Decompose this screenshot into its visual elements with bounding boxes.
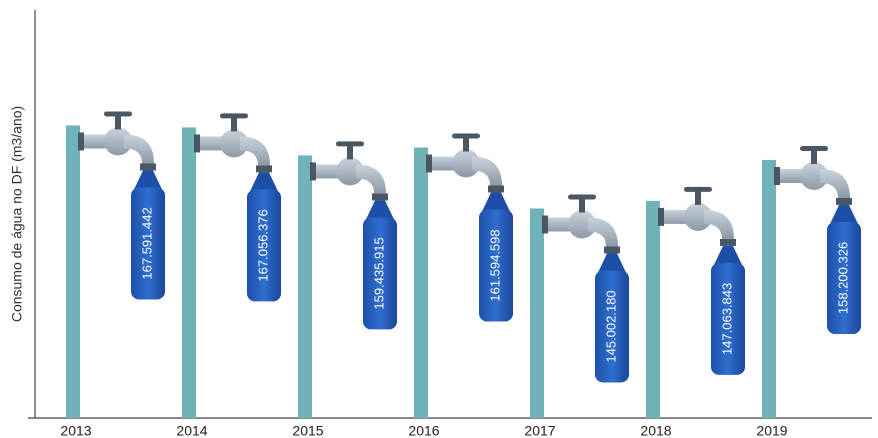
bar (182, 127, 196, 418)
value-label: 167.591.442 (139, 207, 154, 279)
spout-base (658, 207, 664, 226)
value-label: 167.056.376 (255, 209, 270, 281)
bar (66, 125, 80, 419)
nozzle-tip (256, 165, 272, 173)
handle-stem (811, 149, 817, 164)
x-tick-label: 2014 (176, 423, 207, 438)
value-label: 159.435.915 (371, 237, 386, 309)
faucet-group: 159.435.915 (298, 141, 397, 418)
nozzle-tip (604, 246, 620, 254)
nozzle (472, 156, 502, 186)
handle-stem (579, 198, 585, 213)
value-label: 147.063.843 (719, 283, 734, 355)
bar (298, 155, 312, 418)
value-label: 145.002.180 (603, 290, 618, 362)
bottle (363, 217, 397, 330)
bottle (247, 189, 281, 302)
faucet-group: 161.594.598 (414, 133, 513, 419)
spout-base (774, 166, 780, 185)
handle-stem (115, 115, 121, 130)
bottle (827, 221, 861, 334)
water-stream (714, 245, 742, 265)
faucet-group: 147.063.843 (646, 186, 745, 418)
handle-stem (347, 145, 353, 160)
water-stream (134, 170, 162, 190)
nozzle (704, 209, 734, 239)
x-tick-label: 2018 (640, 423, 671, 438)
y-axis-label: Consumo de água no DF (m3/ano) (9, 106, 25, 322)
bar (646, 200, 660, 418)
bottle (479, 209, 513, 322)
faucet-group: 167.056.376 (182, 113, 281, 418)
value-label: 158.200.326 (835, 242, 850, 314)
nozzle-tip (488, 185, 504, 193)
bottle (711, 262, 745, 375)
water-stream (830, 204, 858, 224)
faucet-group: 145.002.180 (530, 194, 629, 418)
spout-base (194, 134, 200, 153)
x-tick-label: 2013 (60, 423, 91, 438)
bottle (595, 270, 629, 383)
spout-base (78, 132, 84, 151)
handle (800, 145, 828, 151)
nozzle (124, 134, 154, 164)
handle (568, 194, 596, 200)
bar (762, 159, 776, 418)
handle (220, 113, 248, 119)
nozzle (356, 164, 386, 194)
x-tick-label: 2019 (756, 423, 787, 438)
nozzle-tip (720, 238, 736, 246)
x-tick-label: 2015 (292, 423, 323, 438)
handle-stem (231, 117, 237, 132)
bottle (131, 187, 165, 300)
handle (684, 186, 712, 192)
water-stream (482, 192, 510, 212)
spout-base (542, 215, 548, 234)
handle-stem (695, 190, 701, 205)
nozzle (588, 217, 618, 247)
water-stream (598, 253, 626, 273)
water-stream (366, 200, 394, 220)
value-label: 161.594.598 (487, 229, 502, 301)
bar (530, 208, 544, 418)
water-stream (250, 172, 278, 192)
handle (336, 141, 364, 147)
spout-base (426, 154, 432, 173)
bar (414, 147, 428, 419)
handle (104, 111, 132, 117)
x-tick-label: 2016 (408, 423, 439, 438)
nozzle-tip (372, 193, 388, 201)
x-tick-label: 2017 (524, 423, 555, 438)
nozzle (820, 168, 850, 198)
handle (452, 133, 480, 139)
nozzle-tip (140, 163, 156, 171)
faucet-group: 167.591.442 (66, 111, 165, 419)
nozzle (240, 136, 270, 166)
nozzle-tip (836, 197, 852, 205)
spout-base (310, 162, 316, 181)
faucet-group: 158.200.326 (762, 145, 861, 418)
handle-stem (463, 137, 469, 152)
